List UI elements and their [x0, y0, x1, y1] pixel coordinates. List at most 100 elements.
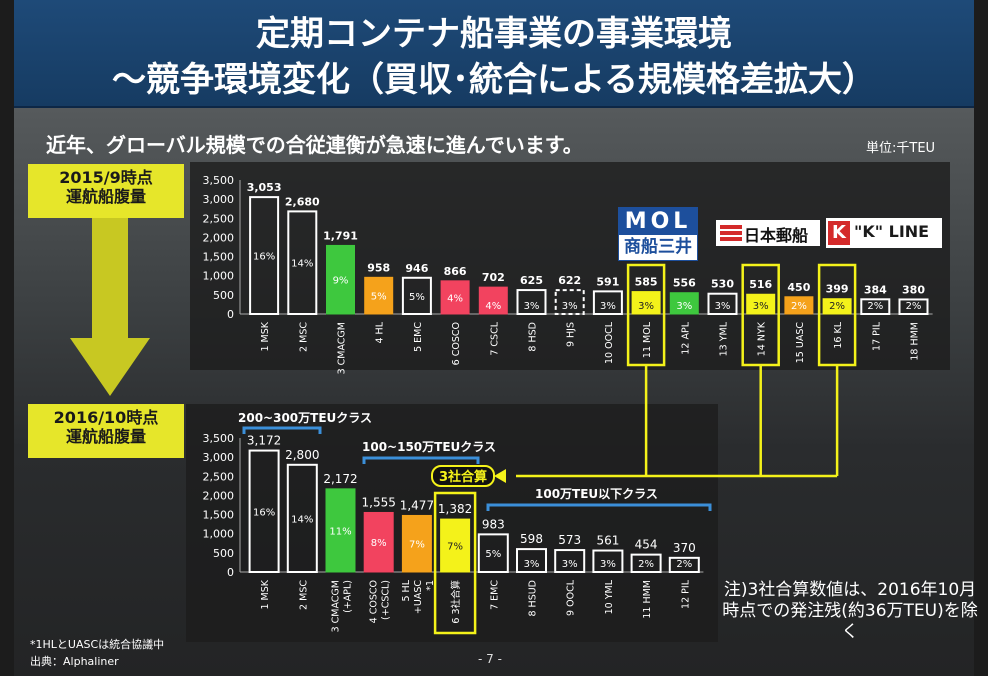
bracket-large	[242, 426, 322, 434]
mol-logo-bottom: 商船三井	[624, 237, 692, 257]
x-tick-label: 1 MSK	[260, 321, 271, 351]
share-label: 5%	[371, 292, 387, 303]
x-tick-label-line: 12 APL	[680, 321, 691, 354]
y-tick-label: 3,000	[203, 193, 235, 206]
page-header: 定期コンテナ船事業の事業環境 ～競争環境変化（買収･統合による規模格差拡大）	[14, 0, 974, 108]
x-tick-label: 12 APL	[680, 321, 691, 354]
x-tick-label: 5 EMC	[413, 322, 424, 352]
bar	[592, 549, 624, 574]
bar	[516, 548, 547, 574]
data-label: 2,680	[285, 195, 320, 208]
y-tick-label: 0	[227, 566, 234, 579]
bracket-small	[486, 503, 712, 511]
x-tick-label: 2 MSC	[298, 322, 309, 352]
x-tick-label: 14 NYK	[757, 321, 768, 356]
x-tick-label: 1 MSK	[260, 579, 271, 609]
share-label: 3%	[524, 301, 540, 312]
x-tick-label-line: 11 MOL	[642, 321, 653, 358]
nyk-logo-text: 日本郵船	[744, 226, 809, 245]
share-label: 3%	[562, 301, 578, 312]
data-label: 2,800	[285, 448, 319, 462]
x-tick-label: 11 MOL	[642, 321, 653, 358]
data-label: 3,053	[247, 181, 282, 194]
data-label: 622	[558, 274, 581, 287]
unit-label: 単位:千TEU	[866, 141, 936, 156]
bar	[478, 286, 508, 315]
share-label: 14%	[291, 514, 313, 525]
data-label: 556	[673, 277, 696, 290]
data-label: 516	[749, 278, 772, 291]
data-label: 598	[520, 532, 543, 546]
data-label: 702	[482, 271, 505, 284]
x-tick-label-line: 2 MSC	[298, 322, 309, 352]
x-tick-label-line: 2 MSC	[298, 580, 309, 610]
y-tick-label: 500	[213, 547, 234, 560]
y-tick-label: 2,000	[203, 489, 235, 502]
bar	[440, 518, 471, 573]
bar	[668, 556, 700, 574]
bar	[440, 280, 470, 315]
period-2016-caption: 運航船腹量	[65, 427, 146, 446]
x-tick-label-line: *1	[425, 580, 436, 591]
x-tick-label-line: 15 UASC	[795, 322, 806, 364]
data-label: 454	[635, 538, 658, 552]
x-tick-label-line: 4 HL	[375, 321, 386, 343]
data-label: 585	[635, 276, 658, 289]
x-tick-label: 6 COSCO	[451, 322, 462, 365]
class-label-mid: 100~150万TEUクラス	[362, 440, 496, 454]
share-label: 2%	[867, 301, 883, 312]
highlight-box	[817, 263, 857, 367]
data-label: 399	[826, 283, 849, 296]
data-label: 573	[558, 533, 581, 547]
x-tick-label-line: 9 OOCL	[566, 579, 577, 616]
bar	[477, 533, 509, 573]
x-tick-label-line: 3 CMACGM	[331, 580, 342, 632]
class-label-large: 200~300万TEUクラス	[238, 411, 372, 425]
down-arrow-icon	[70, 218, 150, 396]
x-tick-label-line: 10 OOCL	[604, 321, 615, 364]
x-tick-label-line: 7 EMC	[489, 580, 500, 610]
nyk-stripe-icon	[720, 237, 742, 241]
x-tick-label: 8 HSD	[528, 322, 539, 352]
share-label: 5%	[485, 549, 501, 560]
mol-logo-top: MOL	[619, 208, 697, 235]
x-tick-label-line: (+APL)	[343, 580, 354, 613]
share-label: 2%	[829, 301, 845, 312]
arrowhead-icon	[494, 469, 506, 483]
bar	[707, 292, 738, 315]
data-label: 384	[864, 283, 887, 296]
share-label: 11%	[329, 526, 351, 537]
x-tick-label-line: 4 COSCO	[369, 580, 380, 623]
bar	[669, 292, 699, 315]
share-label: 16%	[253, 252, 275, 263]
share-label: 3%	[753, 301, 769, 312]
x-tick-label-line: 8 HSD	[528, 322, 539, 352]
x-tick-label: 8 HSUD	[528, 580, 539, 617]
bar	[631, 291, 661, 315]
data-label: 591	[596, 275, 619, 288]
share-label: 3%	[638, 301, 654, 312]
page-number: - 7 -	[478, 652, 502, 666]
share-label: 4%	[447, 293, 463, 304]
period-2016-date: 2016/10時点	[53, 408, 159, 427]
highlight-box-combined	[433, 491, 477, 635]
x-tick-label: 7 CSCL	[489, 321, 500, 355]
y-tick-label: 1,500	[203, 251, 235, 264]
bar	[516, 289, 547, 316]
share-label: 3%	[600, 301, 616, 312]
share-label: 3%	[600, 559, 616, 570]
share-label: 14%	[291, 259, 313, 270]
bar	[401, 276, 432, 315]
class-label-small: 100万TEU以下クラス	[535, 487, 658, 501]
share-label: 9%	[333, 276, 349, 287]
x-tick-label-line: 5 HL	[401, 579, 412, 601]
x-tick-label: 2 MSC	[298, 580, 309, 610]
data-label: 561	[596, 534, 619, 548]
y-tick-label: 2,500	[203, 212, 235, 225]
bar	[249, 196, 280, 315]
nyk-stripe-icon	[720, 225, 742, 229]
note-text: 注)3社合算数値は、2016年10月時点での発注残(約36万TEU)を除く	[722, 580, 978, 642]
data-label: 866	[444, 265, 467, 278]
